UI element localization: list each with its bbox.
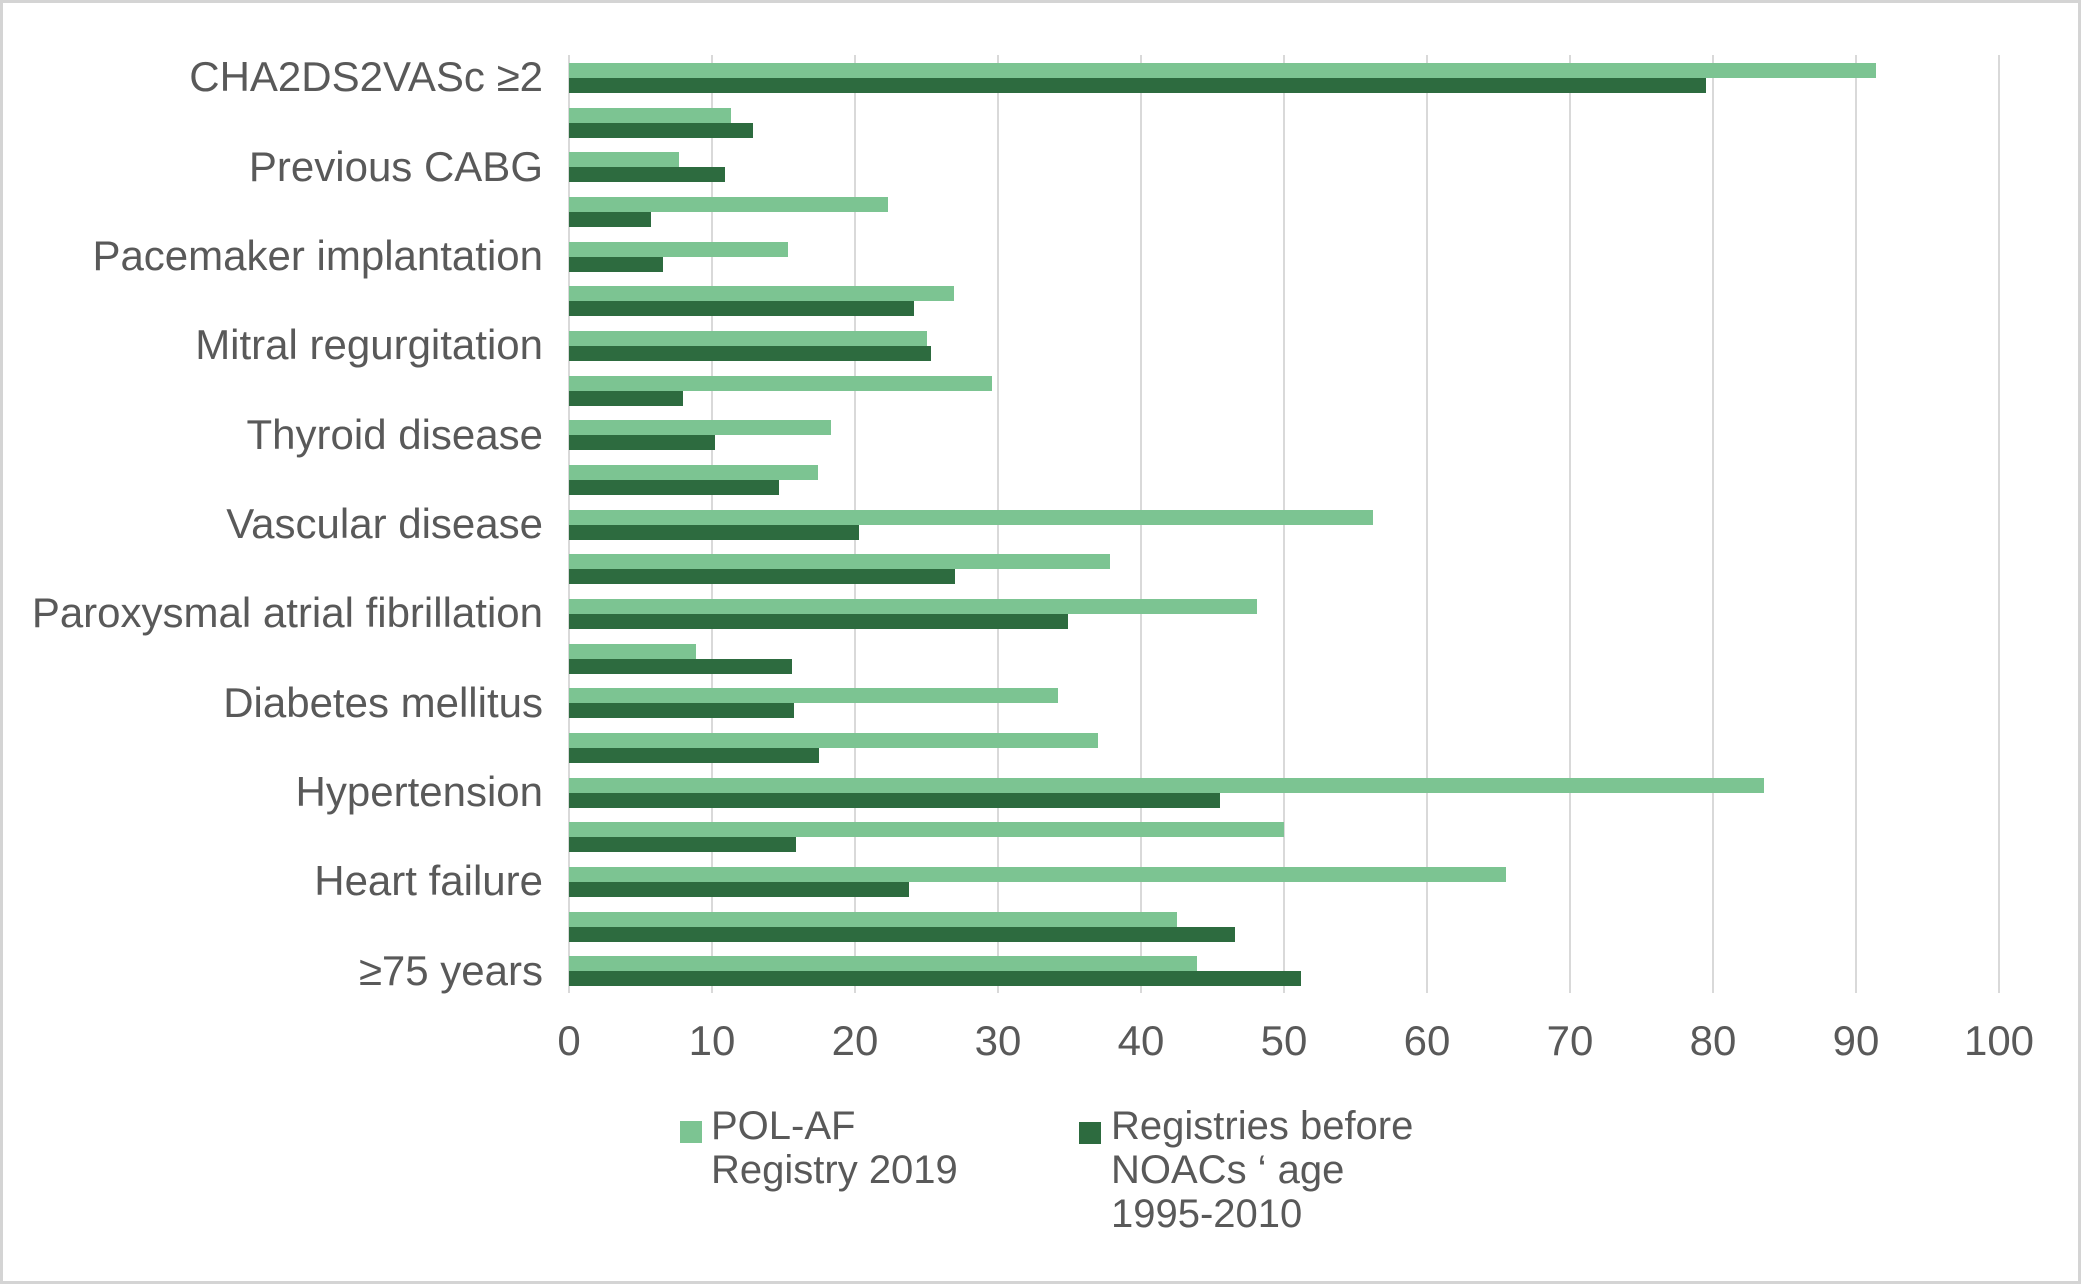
bar-pre-noac	[569, 346, 931, 361]
x-tick-label-60: 60	[1403, 1017, 1451, 1064]
category-axis: CHA2DS2VASc ≥2 Previous CABG Pacemaker imp…	[3, 53, 543, 993]
bar-row	[569, 554, 1999, 591]
bar-pre-noac	[569, 882, 910, 897]
bar-row	[569, 420, 1999, 457]
bar-pol-af	[569, 509, 1373, 525]
legend-label-registries-before-noacs: Registries before NOACs ‘ age 1995-2010	[1111, 1104, 1414, 1236]
bar-pol-af	[569, 822, 1284, 838]
plot-area	[568, 55, 2000, 993]
bar-pre-noac	[569, 524, 860, 540]
bar-pre-noac	[569, 792, 1220, 808]
bar-pol-af	[569, 375, 993, 391]
y-category-label: Thyroid disease	[246, 410, 543, 458]
bar-pre-noac	[569, 658, 793, 674]
gridline-90	[1855, 55, 1857, 993]
bar-pol-af	[569, 777, 1765, 793]
y-category-label: Hypertension	[295, 768, 543, 815]
x-tick-label-30: 30	[974, 1017, 1022, 1064]
bar-row	[569, 241, 1999, 279]
bar-row	[569, 956, 1999, 993]
y-category-label: Mitral regurgitation	[195, 321, 543, 369]
x-tick-label-20: 20	[831, 1017, 879, 1064]
bar-pre-noac	[569, 926, 1236, 942]
bar-pol-af	[569, 867, 1506, 882]
bar-row	[569, 867, 1999, 904]
bar-pol-af	[569, 465, 818, 480]
x-tick-label-10: 10	[688, 1017, 736, 1064]
x-tick-label-50: 50	[1260, 1017, 1308, 1064]
y-category-label: Diabetes mellitus	[223, 678, 543, 726]
gridline-60	[1426, 55, 1428, 993]
y-category-label: Previous CABG	[248, 142, 543, 190]
bar-row	[569, 465, 1999, 502]
bar-row	[569, 63, 1999, 100]
bar-pol-af	[569, 956, 1197, 972]
y-category-label: Paroxysmal atrial fibrillation	[31, 589, 543, 637]
bar-pol-af	[569, 643, 697, 659]
bar-row	[569, 197, 1999, 234]
bar-pre-noac	[569, 748, 820, 763]
y-category-label: Vascular disease	[226, 500, 543, 547]
gridline-100	[1998, 55, 2000, 993]
y-category-label: ≥75 years	[358, 946, 543, 994]
y-category-label: Pacemaker implantation	[92, 232, 543, 279]
bar-row	[569, 733, 1999, 770]
bar-pol-af	[569, 599, 1257, 614]
bar-row	[569, 643, 1999, 681]
bar-pre-noac	[569, 480, 780, 495]
x-tick-label-100: 100	[1963, 1017, 2035, 1064]
x-tick-label-70: 70	[1546, 1017, 1594, 1064]
bar-row	[569, 911, 1999, 949]
bar-row	[569, 777, 1999, 815]
bar-row	[569, 688, 1999, 725]
bar-row	[569, 152, 1999, 189]
x-tick-label-90: 90	[1832, 1017, 1880, 1064]
bar-pol-af	[569, 733, 1099, 748]
x-tick-label-40: 40	[1117, 1017, 1165, 1064]
bar-pre-noac	[569, 78, 1706, 93]
legend-swatch-registries-before-noacs	[1079, 1122, 1101, 1144]
bar-pre-noac	[569, 569, 956, 585]
bar-row	[569, 599, 1999, 636]
bar-pol-af	[569, 152, 680, 168]
legend-swatch-pol-af	[680, 1121, 702, 1143]
bar-pre-noac	[569, 390, 684, 406]
bar-pol-af	[569, 331, 927, 346]
bar-pre-noac	[569, 256, 664, 272]
y-category-label: Heart failure	[314, 857, 543, 905]
bar-row	[569, 331, 1999, 368]
bar-row	[569, 107, 1999, 145]
y-category-label: CHA2DS2VASc ≥2	[189, 53, 543, 101]
value-axis: 0 10 20 30 40 50 60 70 80 90 100	[557, 1011, 2034, 1071]
bar-pol-af	[569, 420, 831, 436]
bar-pol-af	[569, 63, 1877, 78]
x-tick-label-0: 0	[557, 1017, 581, 1064]
bar-pre-noac	[569, 435, 715, 451]
bar-pol-af	[569, 286, 954, 302]
bar-row	[569, 286, 1999, 323]
bar-pre-noac	[569, 703, 794, 719]
bar-pol-af	[569, 197, 888, 212]
legend-label-pol-af: POL-AF Registry 2019	[711, 1104, 958, 1192]
gridline-80	[1712, 55, 1714, 993]
bar-pol-af	[569, 911, 1177, 927]
bar-pol-af	[569, 688, 1059, 704]
bar-row	[569, 509, 1999, 547]
bar-pre-noac	[569, 837, 797, 853]
bar-row	[569, 375, 1999, 413]
bar-pre-noac	[569, 301, 914, 317]
gridline-70	[1569, 55, 1571, 993]
bar-pre-noac	[569, 212, 651, 227]
bar-pol-af	[569, 554, 1110, 570]
bar-pol-af	[569, 241, 788, 257]
bar-pol-af	[569, 107, 731, 123]
bar-row	[569, 822, 1999, 859]
bar-pre-noac	[569, 122, 754, 138]
x-tick-label-80: 80	[1689, 1017, 1737, 1064]
bar-pre-noac	[569, 971, 1302, 987]
bar-pre-noac	[569, 167, 725, 183]
bar-pre-noac	[569, 614, 1069, 629]
